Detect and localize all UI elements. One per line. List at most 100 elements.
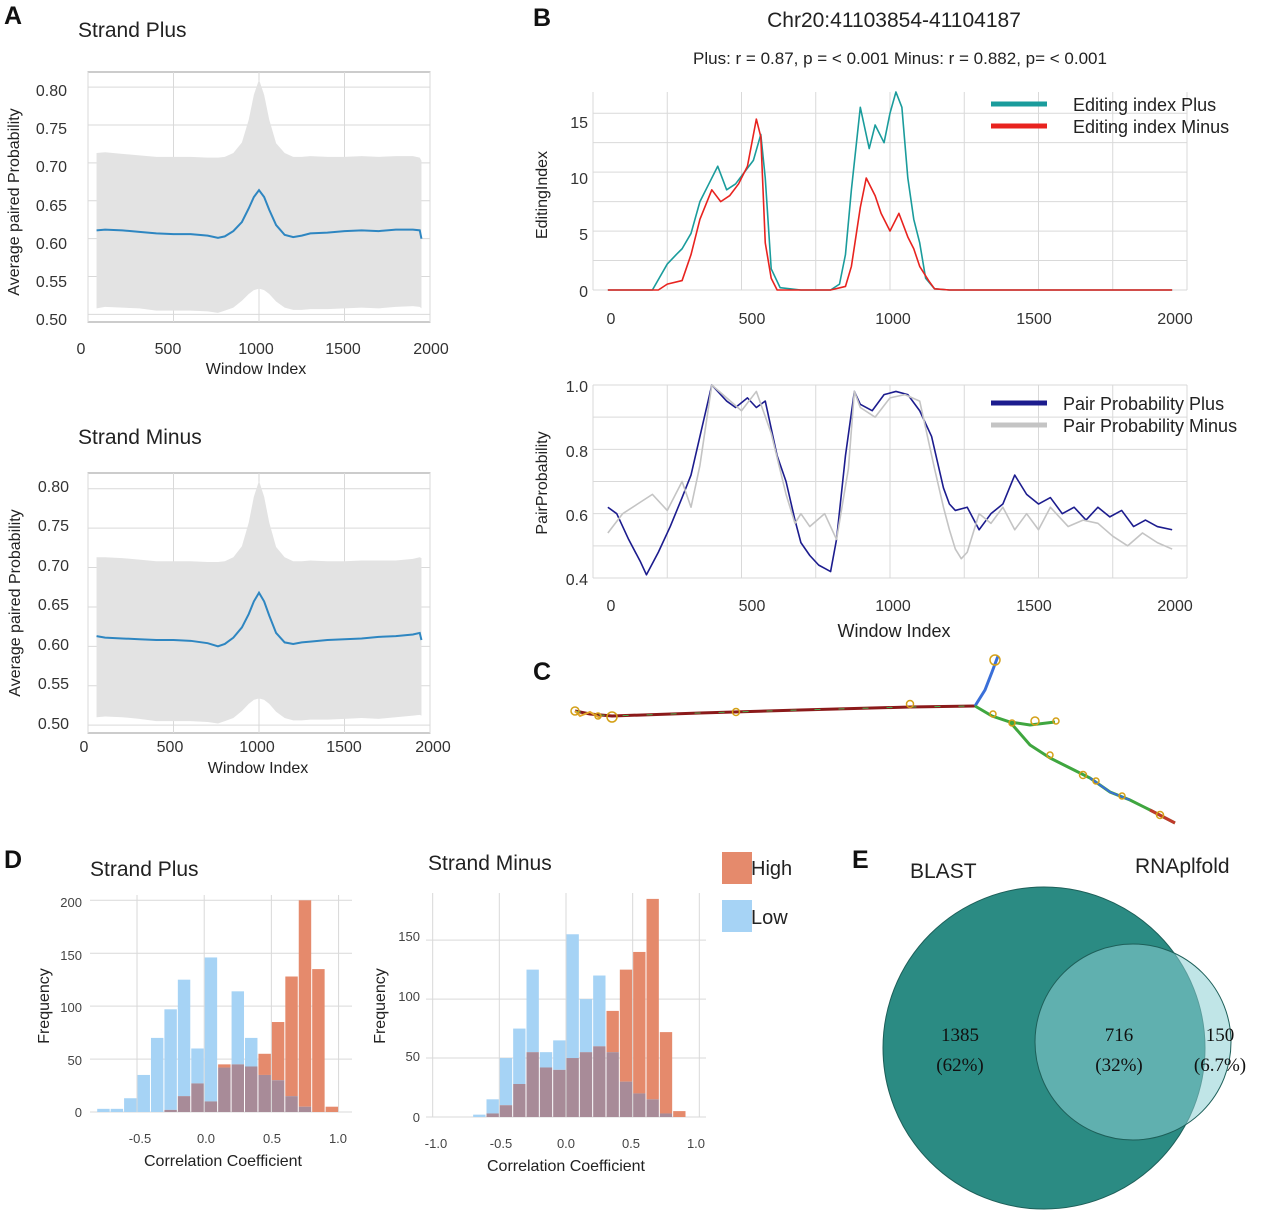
x-tick-label: 0 xyxy=(607,598,616,615)
x-tick-label: 0.5 xyxy=(263,1131,281,1146)
legend-swatch-high xyxy=(722,852,752,884)
y-tick-label: 0.50 xyxy=(38,716,69,733)
bar-high xyxy=(298,900,312,1107)
confidence-band xyxy=(96,480,422,724)
bar-low xyxy=(124,1098,137,1112)
x-tick-label: 1500 xyxy=(1016,311,1052,328)
bar-overlap xyxy=(553,1069,566,1117)
y-tick-label: 0.70 xyxy=(38,558,69,575)
bar-overlap xyxy=(566,1058,579,1117)
x-tick-label: -1.0 xyxy=(425,1136,447,1151)
x-tick-label: 2000 xyxy=(415,739,451,756)
plot-area xyxy=(96,480,423,724)
x-axis-ticks: 0 500 1000 1500 2000 xyxy=(607,311,1193,328)
bar-overlap xyxy=(285,1096,298,1112)
panel-b: Chr20:41103854-41104187 Plus: r = 0.87, … xyxy=(534,9,1237,641)
panel-d-legend: High Low xyxy=(722,852,792,932)
x-tick-label: 1500 xyxy=(1016,598,1052,615)
chart-subtitle: Plus: r = 0.87, p = < 0.001 Minus: r = 0… xyxy=(693,49,1107,68)
y-axis-ticks: 0.50 0.55 0.60 0.65 0.70 0.75 0.80 xyxy=(38,479,69,733)
bar-low xyxy=(486,1099,499,1114)
x-tick-label: 1000 xyxy=(239,739,275,756)
legend-label: Pair Probability Minus xyxy=(1063,416,1237,436)
grid xyxy=(592,384,1188,579)
bar-high xyxy=(633,951,646,1094)
venn-circle-rnaplfold xyxy=(1034,943,1232,1141)
bar-low xyxy=(97,1108,110,1112)
bar-overlap xyxy=(593,1046,606,1117)
bar-high xyxy=(659,1032,673,1114)
bar-low xyxy=(231,991,245,1065)
y-tick-label: 0 xyxy=(75,1105,82,1120)
bar-low xyxy=(177,979,191,1097)
plot-area xyxy=(96,79,423,313)
bar-low xyxy=(579,999,593,1053)
bar-overlap xyxy=(539,1067,553,1117)
y-axis-title: PairProbability xyxy=(534,431,551,534)
x-tick-label: -0.5 xyxy=(129,1131,151,1146)
y-axis-title: Frequency xyxy=(36,968,53,1044)
bar-high xyxy=(285,976,298,1097)
legend-label: Pair Probability Plus xyxy=(1063,394,1224,414)
y-axis-ticks: 0 50 100 150 200 xyxy=(60,895,82,1120)
bar-high xyxy=(258,1053,271,1075)
y-tick-label: 15 xyxy=(570,115,588,132)
x-tick-label: 1500 xyxy=(326,739,362,756)
x-axis-title: Window Index xyxy=(206,361,307,378)
legend-swatch-low xyxy=(722,900,752,932)
y-tick-label: 0.75 xyxy=(36,121,67,138)
panel-d-strand-minus: Strand Minus 0 50 100 150 -1.0 -0.5 0.0 … xyxy=(372,852,706,1175)
chart-title: Chr20:41103854-41104187 xyxy=(767,9,1021,32)
series-line-0 xyxy=(607,91,1173,291)
bar-low xyxy=(164,1009,177,1110)
bar-low xyxy=(553,1040,566,1070)
x-tick-label: 500 xyxy=(739,311,766,328)
y-tick-label: 150 xyxy=(60,948,82,963)
grid xyxy=(426,893,706,1118)
bar-overlap xyxy=(579,1052,593,1117)
venn-percent-blast-only: (62%) xyxy=(936,1055,983,1076)
bar-overlap xyxy=(659,1113,673,1117)
bar-overlap xyxy=(633,1093,646,1117)
x-tick-label: 500 xyxy=(155,341,182,358)
y-tick-label: 0.50 xyxy=(36,312,67,329)
y-tick-label: 0.55 xyxy=(38,676,69,693)
panel-label-d: D xyxy=(4,846,22,874)
x-tick-label: -0.5 xyxy=(490,1136,512,1151)
y-axis-title: Average paired Probability xyxy=(7,509,24,696)
structure-stem-overlay xyxy=(574,705,976,717)
venn-count-both: 716 xyxy=(1105,1025,1134,1046)
panel-b-pair-probability: 0.4 0.6 0.8 1.0 0 500 1000 1500 2000 Win… xyxy=(534,379,1237,641)
bar-overlap xyxy=(606,1052,619,1117)
venn-percent-both: (32%) xyxy=(1095,1055,1142,1076)
chart-title: Strand Minus xyxy=(428,852,552,875)
x-tick-label: 1.0 xyxy=(329,1131,347,1146)
y-tick-label: 0.80 xyxy=(36,83,67,100)
x-axis-ticks: 0 500 1000 1500 2000 xyxy=(607,598,1193,615)
structure-loops xyxy=(570,654,1165,820)
y-tick-label: 150 xyxy=(398,929,420,944)
bar-overlap xyxy=(271,1080,285,1112)
y-tick-label: 0 xyxy=(413,1110,420,1125)
confidence-band xyxy=(96,79,422,313)
x-tick-label: 1500 xyxy=(325,341,361,358)
legend-label-low: Low xyxy=(751,907,788,929)
panel-e-venn: BLAST RNAplfold 1385 (62%) 716 (32%) 150… xyxy=(882,855,1246,1210)
bar-high xyxy=(325,1106,339,1112)
y-tick-label: 0.60 xyxy=(38,637,69,654)
bar-high xyxy=(218,1064,231,1068)
y-axis-title: Frequency xyxy=(372,968,389,1044)
y-tick-label: 0.75 xyxy=(38,518,69,535)
venn-count-blast-only: 1385 xyxy=(941,1025,979,1046)
panel-a-strand-minus: Strand Minus 0.50 0.55 0.60 0.65 0.70 0.… xyxy=(7,426,451,777)
y-axis-ticks: 0 5 10 15 xyxy=(570,115,588,301)
panel-label-b: B xyxy=(533,4,551,32)
bar-overlap xyxy=(499,1105,513,1117)
bar-overlap xyxy=(164,1109,177,1112)
venn-set-label-rnaplfold: RNAplfold xyxy=(1135,855,1230,878)
structure-stem-main xyxy=(574,704,976,718)
bar-high xyxy=(606,1010,619,1053)
legend-label: Editing index Plus xyxy=(1073,95,1216,115)
structure-branch-up xyxy=(973,655,1000,707)
